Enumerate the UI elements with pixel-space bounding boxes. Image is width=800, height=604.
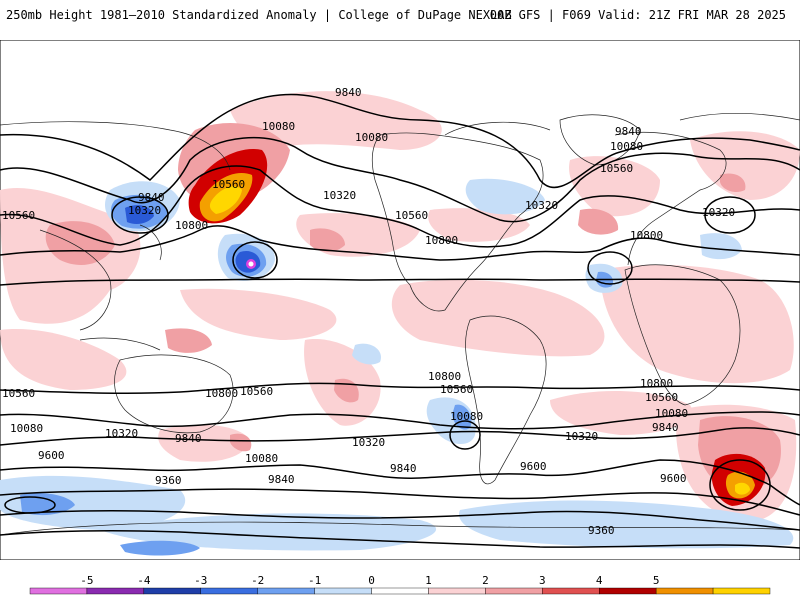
contour-label: 9840 xyxy=(390,462,417,475)
contour-labels: 9840 10080 10080 9840 10080 10560 10560 … xyxy=(2,86,735,537)
colorbar-tick-label: 3 xyxy=(539,574,546,587)
colorbar-ticks: -5 -4 -3 -2 -1 0 1 2 3 4 5 xyxy=(80,574,659,587)
colorbar-tick-label: 1 xyxy=(425,574,432,587)
world-map: 9840 10080 10080 9840 10080 10560 10560 … xyxy=(0,40,800,560)
contour-label: 9600 xyxy=(38,449,65,462)
colorbar-swatch xyxy=(371,587,429,595)
contour-label: 9600 xyxy=(660,472,687,485)
colorbar-swatch xyxy=(143,587,201,595)
colorbar-swatch xyxy=(655,587,714,595)
contour-label: 10320 xyxy=(323,189,356,202)
map-frame: 9840 10080 10080 9840 10080 10560 10560 … xyxy=(0,40,800,560)
colorbar-tick-label: -1 xyxy=(308,574,321,587)
anomaly-shading xyxy=(0,91,800,556)
contour-label: 9840 xyxy=(268,473,295,486)
model-run-label: 00Z GFS | F069 Valid: 21Z FRI MAR 28 202… xyxy=(489,8,786,22)
contour-label: 10560 xyxy=(600,162,633,175)
contour-label: 9360 xyxy=(155,474,182,487)
contour-label: 9360 xyxy=(588,524,615,537)
colorbar-svg: -5 -4 -3 -2 -1 0 1 2 3 4 5 xyxy=(29,574,771,595)
colorbar-tick-label: 2 xyxy=(482,574,489,587)
contour-label: 9840 xyxy=(138,191,165,204)
contour-label: 9840 xyxy=(615,125,642,138)
colorbar-tick-label: -3 xyxy=(194,574,207,587)
contour-label: 10800 xyxy=(175,219,208,232)
contour-label: 10080 xyxy=(262,120,295,133)
contour-label: 9600 xyxy=(520,460,547,473)
colorbar-tick-label: -2 xyxy=(251,574,264,587)
colorbar-swatch xyxy=(542,587,600,595)
colorbar-swatch xyxy=(86,587,145,595)
height-contours xyxy=(0,93,800,549)
contour-label: 10800 xyxy=(205,387,238,400)
contour-label: 10800 xyxy=(428,370,461,383)
contour-label: 10320 xyxy=(525,199,558,212)
colorbar-swatch xyxy=(314,587,372,595)
contour-label: 10080 xyxy=(450,410,483,423)
contour-label: 10560 xyxy=(440,383,473,396)
contour-label: 10320 xyxy=(352,436,385,449)
colorbar-swatch xyxy=(200,587,258,595)
coastlines xyxy=(0,112,800,536)
colorbar-swatches xyxy=(29,587,771,595)
contour-label: 10320 xyxy=(565,430,598,443)
contour-label: 10560 xyxy=(645,391,678,404)
colorbar-swatch xyxy=(712,587,771,595)
contour-label: 10800 xyxy=(425,234,458,247)
colorbar-tick-label: 4 xyxy=(596,574,603,587)
contour-label: 10560 xyxy=(240,385,273,398)
contour-label: 9840 xyxy=(335,86,362,99)
contour-label: 10320 xyxy=(702,206,735,219)
colorbar-tick-label: 0 xyxy=(368,574,375,587)
contour-label: 10320 xyxy=(105,427,138,440)
contour-label: 10080 xyxy=(655,407,688,420)
chart-title: 250mb Height 1981–2010 Standardized Anom… xyxy=(6,8,512,22)
contour-label: 9840 xyxy=(652,421,679,434)
colorbar-tick-label: 5 xyxy=(653,574,660,587)
contour-label: 10080 xyxy=(355,131,388,144)
colorbar-tick-label: -4 xyxy=(137,574,151,587)
colorbar-swatch xyxy=(485,587,543,595)
contour-label: 10800 xyxy=(640,377,673,390)
contour-label: 10320 xyxy=(128,204,161,217)
colorbar-swatch xyxy=(257,587,315,595)
colorbar-swatch xyxy=(29,587,88,595)
contour-label: 10560 xyxy=(395,209,428,222)
contour-label: 10800 xyxy=(630,229,663,242)
contour-label: 10560 xyxy=(2,209,35,222)
contour-label: 10080 xyxy=(245,452,278,465)
contour-label: 10080 xyxy=(10,422,43,435)
anomaly-colorbar: -5 -4 -3 -2 -1 0 1 2 3 4 5 xyxy=(0,570,800,600)
contour-label: 10560 xyxy=(212,178,245,191)
contour-label: 10560 xyxy=(2,387,35,400)
colorbar-swatch xyxy=(428,587,486,595)
colorbar-swatch xyxy=(599,587,657,595)
contour-label: 9840 xyxy=(175,432,202,445)
colorbar-tick-label: -5 xyxy=(80,574,93,587)
contour-label: 10080 xyxy=(610,140,643,153)
